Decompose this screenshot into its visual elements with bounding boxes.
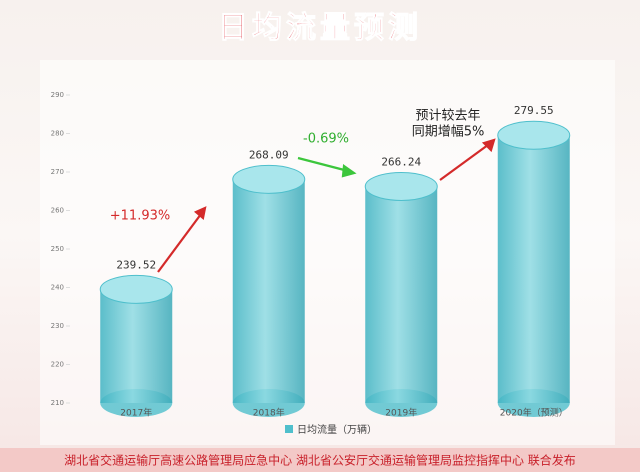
bar [100,289,173,403]
y-tick-label: 210 [51,399,64,407]
cylinder-top [364,171,438,201]
source: 湖北省交通运输厅高速公路管理局应急中心 湖北省公安厅交通运输管理局监控指挥中心 … [64,453,576,468]
y-tick-label: 290 [51,91,64,99]
arrow [157,209,205,273]
bar [497,135,570,404]
x-tick-label: 2017年 [120,407,152,419]
bar [232,179,305,403]
y-tick-label: 250 [51,245,64,253]
value-label: 266.24 [381,155,421,168]
annotation: -0.69% [303,132,349,147]
legend-label: 日均流量（万辆） [297,423,377,436]
x-tick-label: 2019年 [385,407,417,419]
cylinder-top [232,164,306,194]
value-label: 279.55 [514,104,554,117]
chart-title: 日均流量预测 [218,11,422,46]
y-tick-label: 240 [51,284,64,292]
bar [365,186,438,403]
y-tick-label: 260 [51,207,64,215]
annotation: +11.93% [110,209,170,224]
arrow-head [193,206,207,221]
cylinder-top [497,120,571,150]
x-tick-label: 2018年 [253,407,285,419]
x-tick-label: 2020年（预测） [500,407,568,419]
legend-swatch [285,425,293,433]
value-label: 268.09 [249,148,289,161]
arrow-head [481,138,496,153]
arrow-head [341,164,357,178]
y-tick-label: 230 [51,322,64,330]
annotation: 同期增幅5% [412,125,485,140]
arrow [439,141,493,181]
cylinder-top [99,274,173,304]
y-tick-label: 220 [51,361,64,369]
arrows [157,138,496,273]
footer-band [0,448,640,472]
annotation: 预计较去年 [415,109,480,124]
y-tick-label: 270 [51,168,64,176]
value-label: 239.52 [116,258,156,271]
y-tick-label: 280 [51,130,64,138]
